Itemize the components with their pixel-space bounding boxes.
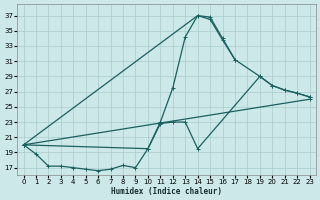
X-axis label: Humidex (Indice chaleur): Humidex (Indice chaleur): [111, 187, 222, 196]
